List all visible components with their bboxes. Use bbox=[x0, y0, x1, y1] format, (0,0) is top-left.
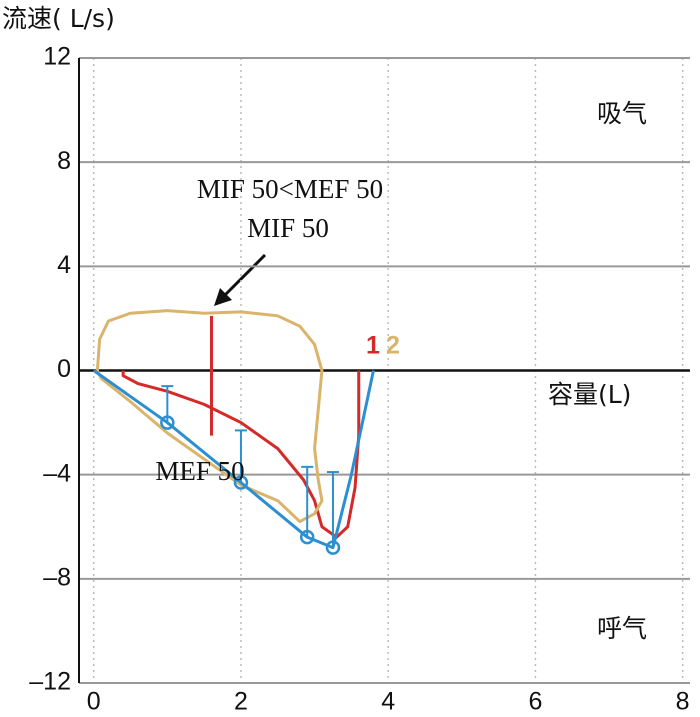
y-tick-label: 0 bbox=[57, 355, 71, 383]
marker bbox=[299, 529, 315, 545]
marker bbox=[325, 540, 341, 555]
arrow bbox=[220, 253, 267, 300]
annotation: 吸气 bbox=[597, 99, 647, 128]
y-axis-label: 流速( L/s) bbox=[2, 4, 115, 33]
marker bbox=[233, 475, 249, 490]
annotation: MIF 50<MEF 50 bbox=[197, 174, 383, 204]
y-tick-label: 4 bbox=[57, 251, 71, 279]
y-tick-label: 8 bbox=[57, 147, 71, 175]
series-line bbox=[95, 309, 324, 524]
annotation: MIF 50 bbox=[247, 213, 329, 243]
legend-label: 1 bbox=[366, 332, 380, 360]
y-tick-label: 12 bbox=[43, 43, 71, 71]
legend-label: 2 bbox=[386, 332, 400, 360]
y-tick-label: –8 bbox=[43, 563, 71, 591]
arrow-head bbox=[214, 288, 232, 306]
annotation: MEF 50 bbox=[155, 456, 244, 486]
y-tick-label: –12 bbox=[29, 668, 71, 696]
x-tick-label: 4 bbox=[381, 688, 395, 716]
x-tick-label: 8 bbox=[676, 688, 690, 716]
series-line bbox=[121, 370, 361, 539]
x-tick-label: 0 bbox=[87, 688, 101, 716]
y-tick-label: –4 bbox=[43, 459, 71, 487]
annotation: 呼气 bbox=[597, 614, 647, 643]
marker bbox=[160, 415, 175, 430]
x-tick-label: 6 bbox=[528, 688, 542, 716]
x-axis-label: 容量(L) bbox=[548, 380, 631, 409]
x-tick-label: 2 bbox=[234, 688, 248, 716]
